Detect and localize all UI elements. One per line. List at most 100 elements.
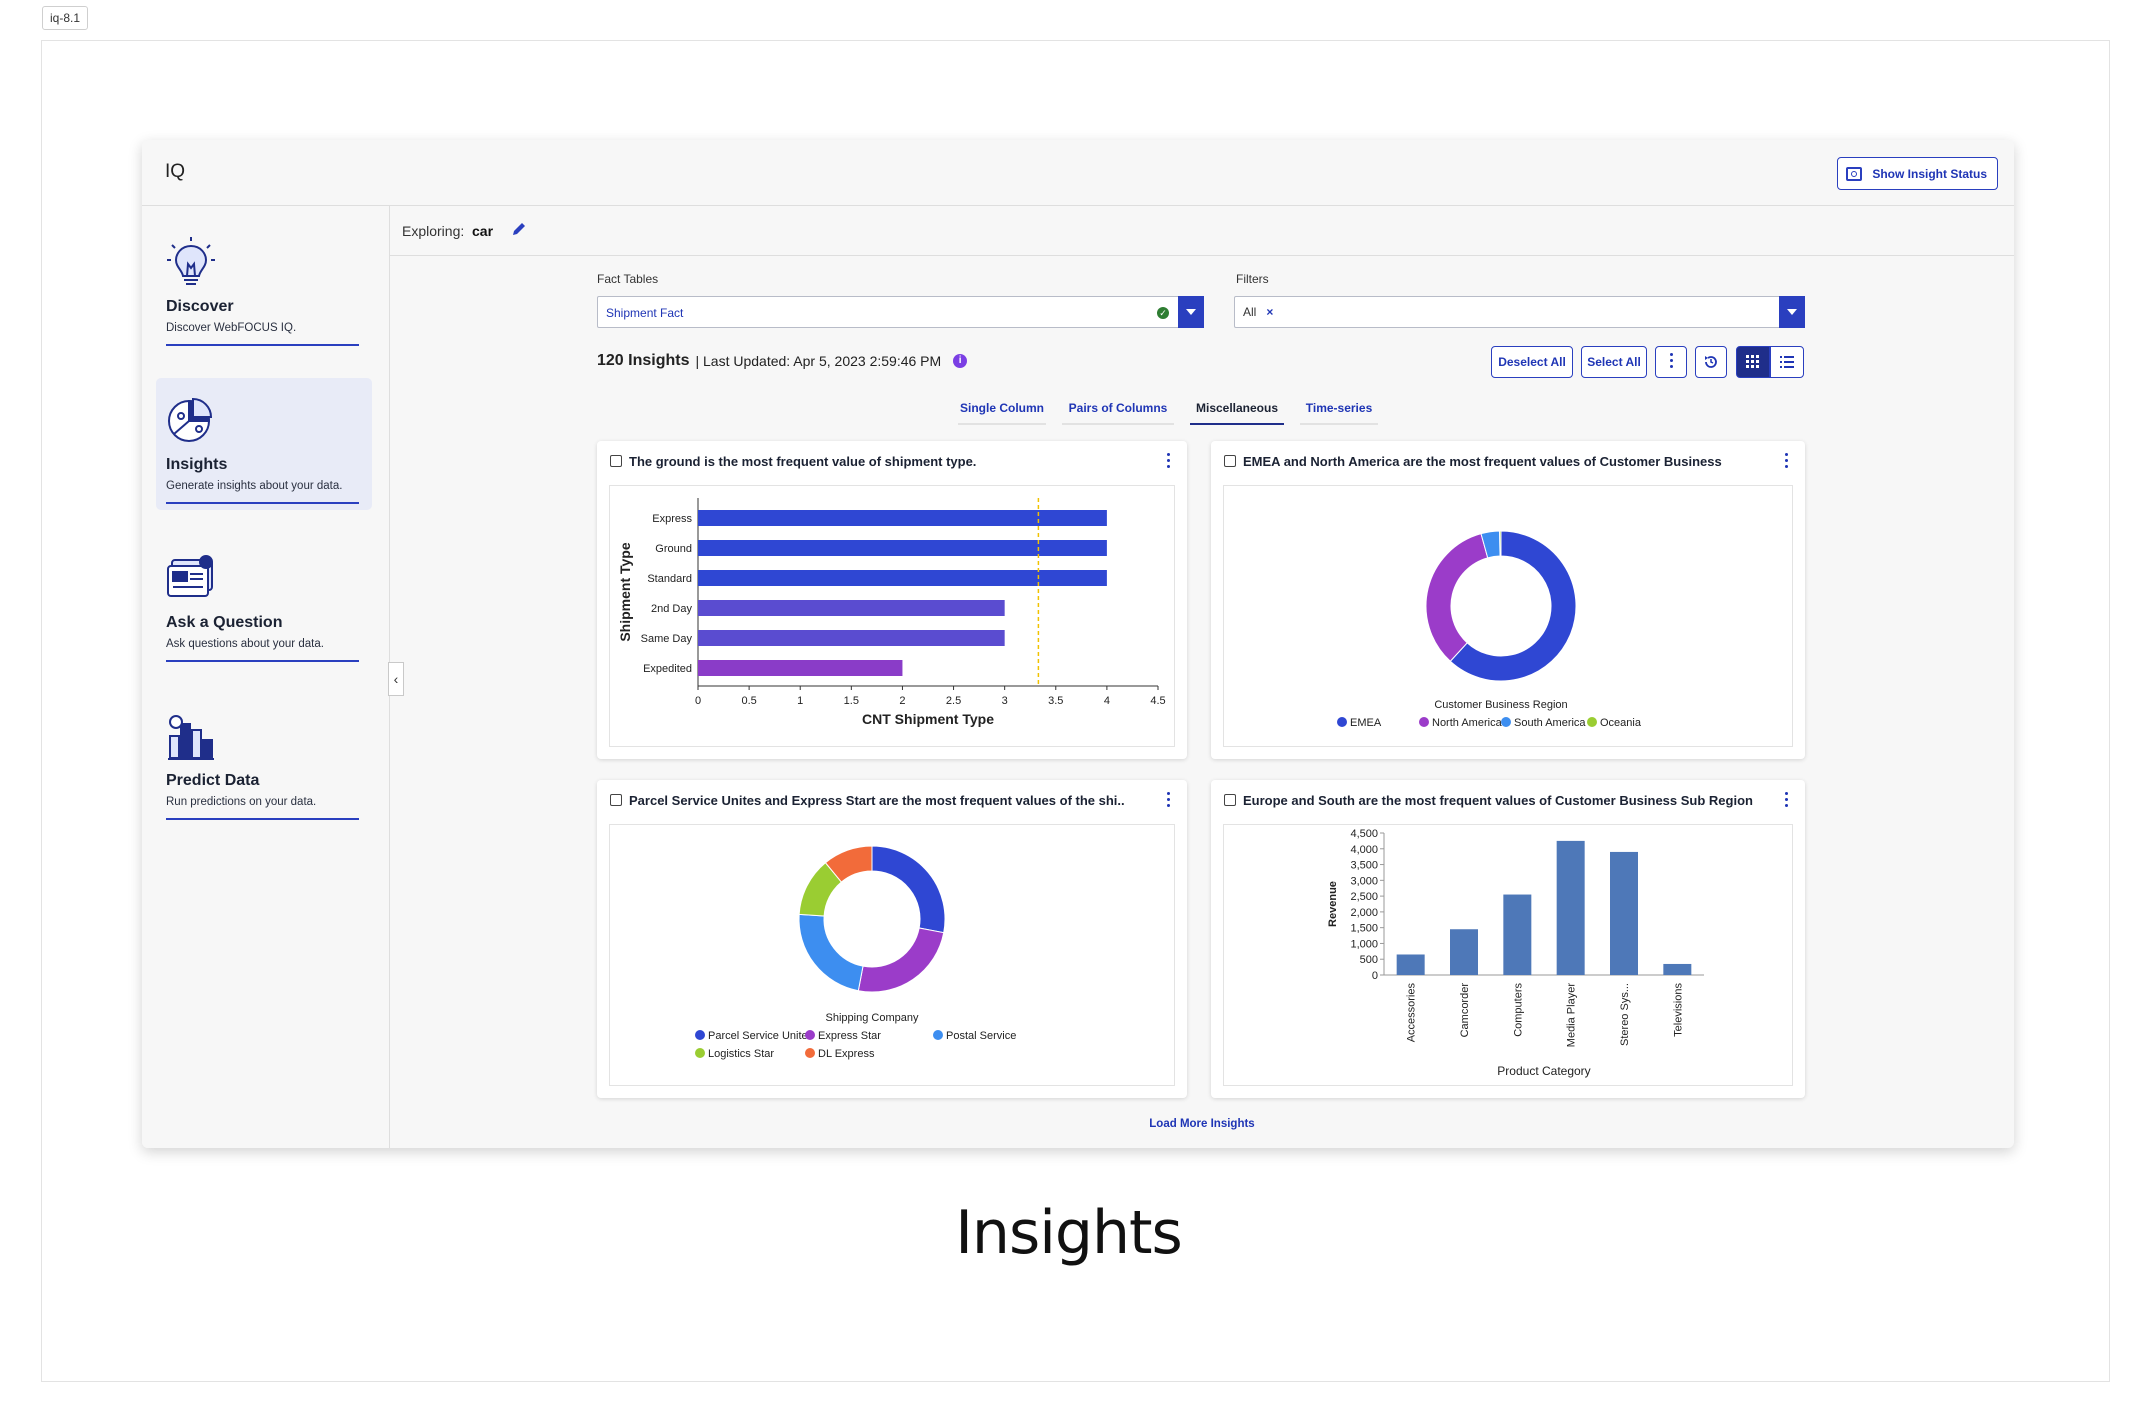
status-icon bbox=[1846, 166, 1863, 181]
donut-slice bbox=[798, 913, 864, 992]
legend-swatch bbox=[695, 1030, 705, 1040]
collapse-sidebar-button[interactable]: ‹ bbox=[388, 662, 404, 696]
insight-card[interactable]: Europe and South are the most frequent v… bbox=[1211, 780, 1805, 1098]
donut-slice bbox=[824, 845, 873, 883]
bar bbox=[1610, 851, 1638, 975]
x-tick-label: Stereo Sys... bbox=[1619, 983, 1631, 1046]
bar-chart-shipment-type: Express Ground Standard 2nd Day Same Day Expe… bbox=[617, 498, 1166, 727]
tab-pairs-of-columns[interactable]: Pairs of Columns bbox=[1062, 396, 1174, 425]
more-options-button[interactable] bbox=[1655, 346, 1687, 378]
sidebar-item-label: Discover bbox=[166, 298, 234, 315]
fact-table-select[interactable]: Shipment Fact ✓ bbox=[597, 296, 1204, 328]
x-tick-label: Media Player bbox=[1566, 983, 1578, 1048]
sidebar-item-discover[interactable]: Discover Discover WebFOCUS IQ. bbox=[156, 220, 372, 352]
chat-card-icon bbox=[167, 555, 213, 597]
insight-card[interactable]: EMEA and North America are the most freq… bbox=[1211, 441, 1805, 759]
card-checkbox[interactable] bbox=[1224, 794, 1236, 806]
select-all-button[interactable]: Select All bbox=[1581, 346, 1647, 378]
legend-swatch bbox=[933, 1030, 943, 1040]
card-menu-icon[interactable] bbox=[1167, 792, 1171, 808]
y-tick-label: 3,500 bbox=[1350, 860, 1378, 872]
legend-label: EMEA bbox=[1350, 717, 1382, 729]
tab-miscellaneous[interactable]: Miscellaneous bbox=[1190, 396, 1284, 425]
grid-view-button[interactable] bbox=[1736, 346, 1770, 378]
bar bbox=[1450, 929, 1478, 975]
sidebar-item-insights[interactable]: Insights Generate insights about your da… bbox=[156, 378, 372, 510]
y-tick-label: 3,000 bbox=[1350, 875, 1378, 887]
donut-chart-region: Customer Business Region EMEA North Americ… bbox=[1337, 530, 1642, 729]
edit-pencil-icon[interactable] bbox=[510, 220, 528, 238]
legend-label: South America bbox=[1514, 717, 1586, 729]
donut-chart-shipping-company: Shipping Company Parcel Service United Exp… bbox=[695, 845, 1016, 1060]
sidebar-item-predict-data[interactable]: Predict Data Run predictions on your dat… bbox=[156, 694, 372, 826]
bar bbox=[698, 510, 1107, 526]
show-insight-status-button[interactable]: Show Insight Status bbox=[1837, 157, 1998, 190]
donut-slice bbox=[1449, 530, 1577, 682]
bar bbox=[1396, 954, 1425, 975]
x-tick-label: 0 bbox=[695, 695, 701, 707]
sidebar-item-underline bbox=[166, 660, 359, 662]
history-icon bbox=[1705, 356, 1717, 368]
card-title: EMEA and North America are the most freq… bbox=[1243, 454, 1722, 469]
y-tick-label: 2,000 bbox=[1350, 907, 1378, 919]
app-title: IQ bbox=[165, 161, 186, 182]
donut-slice bbox=[857, 927, 945, 993]
filters-select[interactable]: All × bbox=[1234, 296, 1805, 328]
exploring-label: Exploring: bbox=[402, 223, 465, 239]
sidebar: Discover Discover WebFOCUS IQ. Insights … bbox=[142, 206, 390, 1148]
deselect-all-button[interactable]: Deselect All bbox=[1491, 346, 1573, 378]
lightbulb-icon bbox=[167, 237, 215, 285]
card-menu-icon[interactable] bbox=[1167, 453, 1171, 469]
insights-summary: 120 Insights | Last Updated: Apr 5, 2023… bbox=[597, 352, 968, 370]
bar bbox=[698, 540, 1107, 556]
tab-time-series[interactable]: Time-series bbox=[1300, 396, 1378, 425]
sidebar-item-ask-a-question[interactable]: Ask a Question Ask questions about your … bbox=[156, 536, 372, 668]
x-axis-title: Product Category bbox=[1497, 1064, 1590, 1078]
insight-card[interactable]: The ground is the most frequent value of… bbox=[597, 441, 1187, 759]
card-checkbox[interactable] bbox=[610, 455, 622, 467]
insights-count: 120 Insights bbox=[597, 352, 690, 369]
pie-chart-icon bbox=[168, 397, 213, 442]
fact-table-value: Shipment Fact bbox=[606, 306, 684, 320]
chevron-down-icon[interactable] bbox=[1178, 296, 1204, 328]
card-checkbox[interactable] bbox=[1224, 455, 1236, 467]
y-axis-title: Revenue bbox=[1327, 881, 1339, 927]
tab-single-column[interactable]: Single Column bbox=[958, 396, 1046, 425]
card-menu-icon[interactable] bbox=[1785, 453, 1789, 469]
x-tick-label: 0.5 bbox=[741, 695, 756, 707]
filter-chip[interactable]: All × bbox=[1243, 305, 1273, 319]
insight-tabs: Single Column Pairs of Columns Miscellan… bbox=[958, 396, 1394, 425]
insight-card[interactable]: Parcel Service Unites and Express Start … bbox=[597, 780, 1187, 1098]
card-menu-icon[interactable] bbox=[1785, 792, 1789, 808]
legend-swatch bbox=[695, 1048, 705, 1058]
legend-label: Express Star bbox=[818, 1030, 881, 1042]
card-title: Parcel Service Unites and Express Start … bbox=[629, 793, 1125, 808]
filter-chip-label: All bbox=[1243, 305, 1257, 319]
remove-chip-icon[interactable]: × bbox=[1266, 305, 1274, 319]
legend-swatch bbox=[1337, 717, 1347, 727]
page-caption: Insights bbox=[955, 1198, 1183, 1268]
chevron-down-icon[interactable] bbox=[1779, 296, 1805, 328]
sidebar-item-underline bbox=[166, 502, 359, 504]
info-icon[interactable]: i bbox=[953, 354, 968, 368]
bar bbox=[1663, 963, 1692, 975]
check-ok-icon: ✓ bbox=[1157, 307, 1169, 319]
chart-area: Express Ground Standard 2nd Day Same Day Expe… bbox=[609, 485, 1175, 747]
legend-title: Shipping Company bbox=[826, 1012, 919, 1024]
y-tick-label: 4,000 bbox=[1350, 844, 1378, 856]
bar bbox=[698, 570, 1107, 586]
card-checkbox[interactable] bbox=[610, 794, 622, 806]
y-tick-label: 4,500 bbox=[1350, 828, 1378, 840]
list-view-button[interactable] bbox=[1770, 346, 1804, 378]
load-more-insights-link[interactable]: Load More Insights bbox=[1149, 1118, 1255, 1130]
y-tick-label: 2nd Day bbox=[651, 603, 692, 615]
y-tick-label: Express bbox=[652, 513, 692, 525]
legend-label: DL Express bbox=[818, 1048, 875, 1060]
y-tick-label: Expedited bbox=[643, 663, 692, 675]
x-tick-label: 4.5 bbox=[1150, 695, 1165, 707]
legend-label: Oceania bbox=[1600, 717, 1642, 729]
card-title: The ground is the most frequent value of… bbox=[629, 454, 977, 469]
sidebar-item-label: Ask a Question bbox=[166, 614, 283, 631]
legend-label: Postal Service bbox=[946, 1030, 1016, 1042]
history-button[interactable] bbox=[1695, 346, 1727, 378]
